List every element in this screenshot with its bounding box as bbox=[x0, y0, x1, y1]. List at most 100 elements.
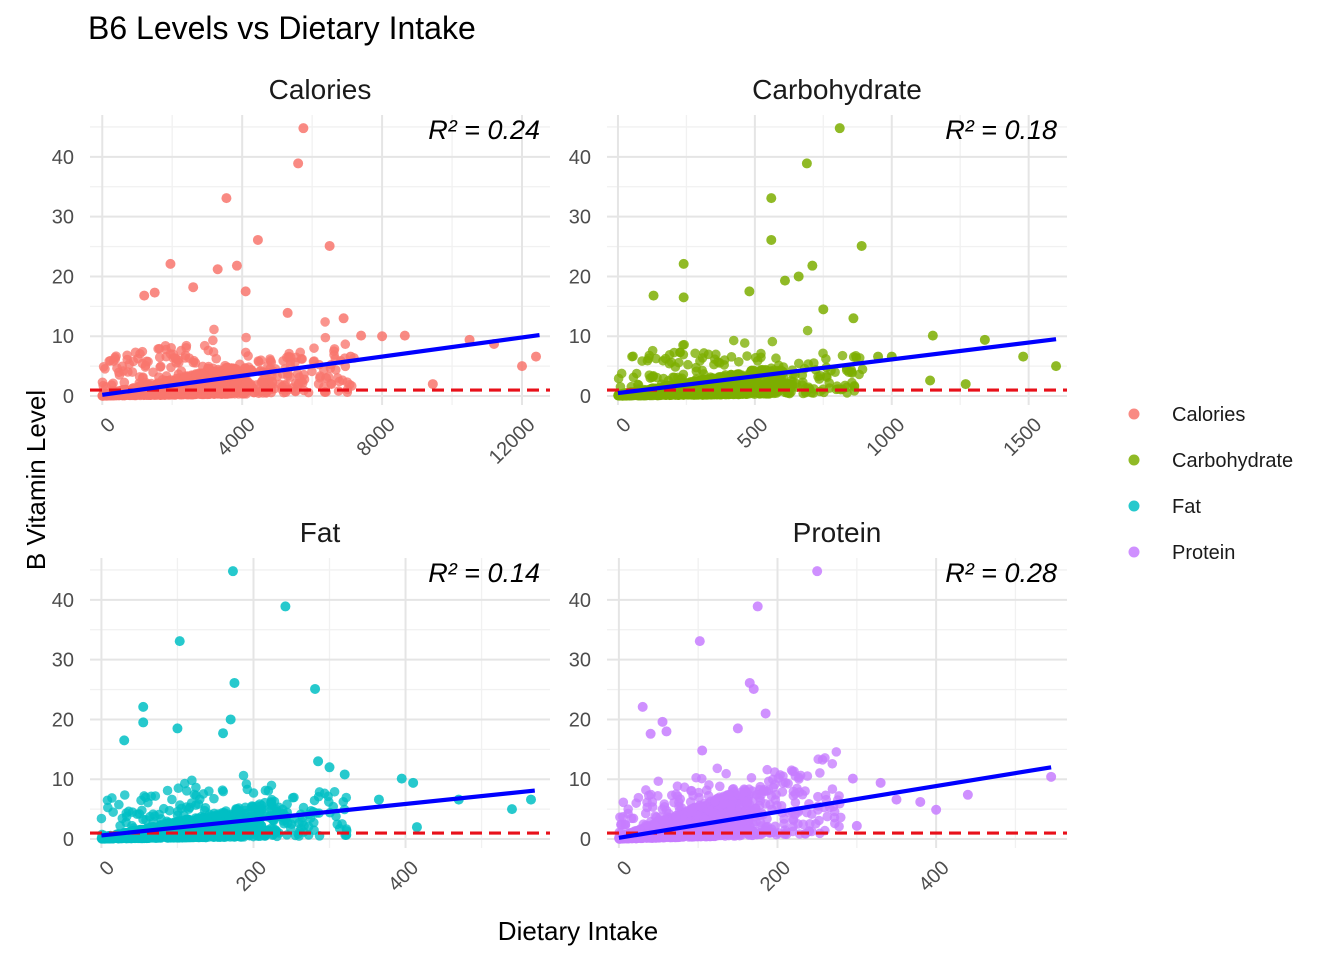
data-point bbox=[268, 823, 279, 834]
data-point bbox=[172, 723, 183, 734]
data-point bbox=[709, 389, 720, 400]
data-point bbox=[851, 351, 861, 361]
y-tick-label: 10 bbox=[52, 769, 74, 791]
points-fat bbox=[96, 566, 536, 844]
y-tick-label: 20 bbox=[569, 266, 591, 288]
x-tick-label: 0 bbox=[96, 414, 119, 437]
data-point bbox=[744, 286, 755, 297]
data-point bbox=[225, 714, 236, 725]
data-point bbox=[208, 335, 218, 346]
data-point bbox=[690, 348, 700, 359]
x-tick-label: 12000 bbox=[485, 414, 540, 469]
data-point bbox=[773, 360, 784, 371]
data-point bbox=[925, 375, 936, 386]
data-point bbox=[199, 340, 210, 351]
data-point bbox=[231, 260, 242, 271]
x-tick-label: 4000 bbox=[213, 414, 260, 461]
data-point bbox=[334, 376, 345, 387]
data-point bbox=[683, 359, 693, 370]
data-point bbox=[1051, 361, 1062, 372]
data-point bbox=[108, 378, 118, 389]
data-point bbox=[176, 345, 186, 356]
data-point bbox=[324, 762, 335, 773]
y-tick-label: 40 bbox=[569, 147, 591, 169]
data-point bbox=[313, 756, 324, 767]
data-point bbox=[678, 292, 689, 303]
data-point bbox=[294, 818, 304, 828]
data-point bbox=[114, 799, 124, 810]
trend-line bbox=[101, 332, 540, 397]
data-point bbox=[324, 240, 335, 251]
data-point bbox=[396, 773, 407, 784]
data-point bbox=[121, 811, 132, 822]
data-point bbox=[746, 366, 757, 376]
data-point bbox=[107, 793, 117, 803]
data-point bbox=[679, 389, 689, 399]
data-point bbox=[188, 357, 199, 368]
data-point bbox=[719, 360, 730, 370]
data-point bbox=[209, 793, 219, 804]
data-point bbox=[837, 350, 848, 361]
data-point bbox=[829, 806, 840, 817]
data-point bbox=[733, 356, 744, 367]
data-point bbox=[299, 369, 309, 380]
y-tick-label: 0 bbox=[63, 829, 74, 851]
data-point bbox=[256, 821, 267, 831]
data-point bbox=[260, 785, 271, 796]
data-point bbox=[815, 370, 826, 381]
data-point bbox=[191, 369, 202, 380]
y-tick-label: 0 bbox=[580, 386, 591, 408]
y-tick-label: 10 bbox=[569, 326, 591, 348]
y-tick-label: 40 bbox=[52, 147, 74, 169]
data-point bbox=[145, 811, 155, 822]
chart-title: B6 Levels vs Dietary Intake bbox=[88, 10, 476, 46]
data-point bbox=[373, 794, 384, 805]
data-point bbox=[252, 234, 263, 245]
data-point bbox=[138, 701, 149, 712]
data-point bbox=[721, 768, 731, 779]
y-tick-label: 30 bbox=[569, 207, 591, 229]
data-point bbox=[783, 379, 793, 389]
data-point bbox=[746, 772, 757, 783]
data-point bbox=[338, 313, 349, 324]
data-point bbox=[285, 372, 295, 382]
data-point bbox=[847, 377, 857, 388]
data-point bbox=[150, 791, 161, 801]
data-point bbox=[180, 371, 191, 381]
data-point bbox=[856, 240, 867, 251]
data-point bbox=[762, 764, 772, 775]
data-point bbox=[298, 802, 309, 813]
data-point bbox=[857, 364, 868, 375]
data-point bbox=[209, 324, 219, 335]
data-point bbox=[223, 366, 234, 376]
data-point bbox=[105, 355, 116, 366]
data-point bbox=[643, 353, 654, 364]
x-tick-label: 8000 bbox=[353, 414, 400, 461]
data-point bbox=[212, 264, 223, 275]
data-point bbox=[154, 352, 165, 363]
data-point bbox=[320, 332, 331, 343]
data-point bbox=[960, 379, 971, 390]
data-point bbox=[341, 792, 352, 803]
data-point bbox=[631, 368, 642, 379]
data-point bbox=[531, 351, 542, 362]
data-point bbox=[229, 677, 240, 688]
data-point bbox=[356, 330, 367, 341]
data-point bbox=[834, 123, 845, 134]
data-point bbox=[197, 361, 208, 372]
data-point bbox=[282, 307, 293, 318]
data-point bbox=[979, 334, 990, 345]
data-point bbox=[726, 352, 737, 362]
grid bbox=[90, 558, 550, 848]
data-point bbox=[664, 358, 675, 369]
data-point bbox=[766, 234, 777, 245]
data-point bbox=[137, 346, 148, 357]
data-point bbox=[130, 347, 141, 358]
data-point bbox=[803, 359, 813, 369]
data-point bbox=[115, 820, 125, 831]
x-tick-label: 400 bbox=[384, 857, 423, 896]
x-tick-label: 1500 bbox=[999, 414, 1046, 461]
